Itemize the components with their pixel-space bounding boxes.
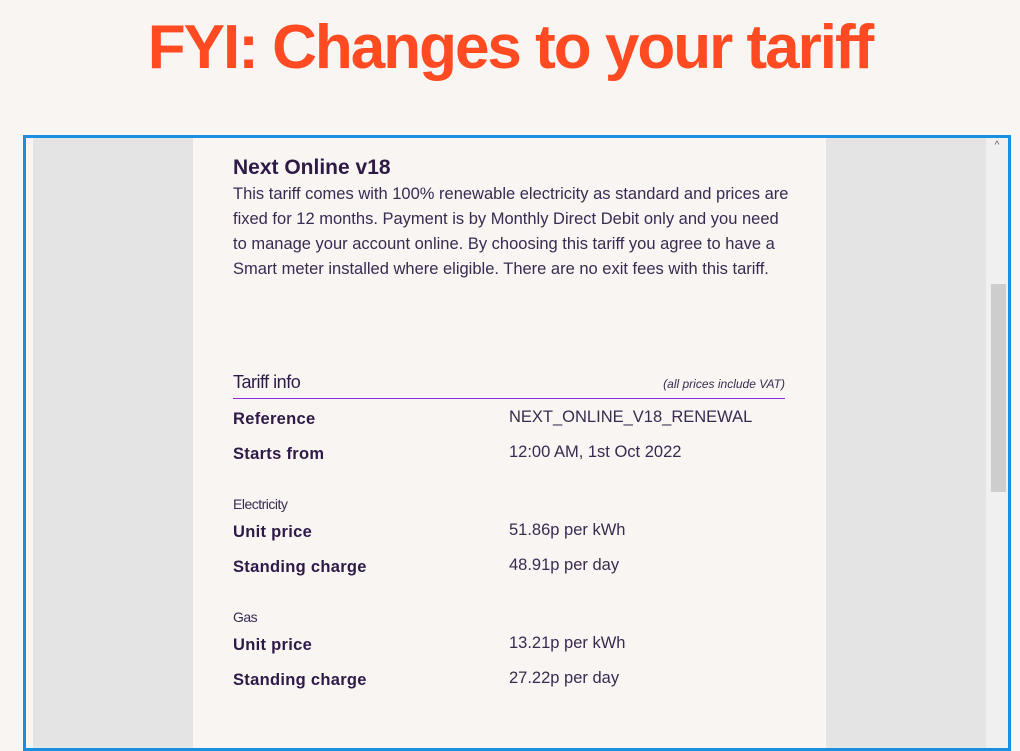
gas-unit-label: Unit price [233,636,313,654]
starts-label: Starts from [233,445,325,463]
gas-standing-value: 27.22p per day [509,669,620,687]
gas-heading: Gas [233,609,258,625]
gas-standing-label: Standing charge [233,671,367,689]
vertical-scrollbar[interactable]: ^ [986,138,1008,748]
starts-value: 12:00 AM, 1st Oct 2022 [509,443,682,461]
electricity-standing-value: 48.91p per day [509,556,620,574]
email-preview-frame: Next Online v18 This tariff comes with 1… [23,135,1011,751]
electricity-standing-label: Standing charge [233,558,367,576]
tariff-info-title: Tariff info [233,372,301,392]
electricity-unit-label: Unit price [233,523,313,541]
page-headline: FYI: Changes to your tariff [147,13,874,82]
left-gutter [33,138,193,748]
gas-unit-value: 13.21p per kWh [509,634,626,652]
tariff-description: This tariff comes with 100% renewable el… [233,185,789,278]
tariff-name: Next Online v18 [233,156,391,179]
vat-note: (all prices include VAT) [663,377,785,391]
right-gutter [826,138,986,748]
scrollbar-thumb[interactable] [991,284,1006,492]
email-content: Next Online v18 This tariff comes with 1… [193,138,826,748]
electricity-heading: Electricity [233,496,288,512]
tariff-info-header: Tariff info (all prices include VAT) [233,372,785,399]
chevron-up-icon[interactable]: ^ [994,140,1000,151]
electricity-unit-value: 51.86p per kWh [509,521,626,539]
reference-value: NEXT_ONLINE_V18_RENEWAL [509,408,753,426]
reference-label: Reference [233,410,316,428]
